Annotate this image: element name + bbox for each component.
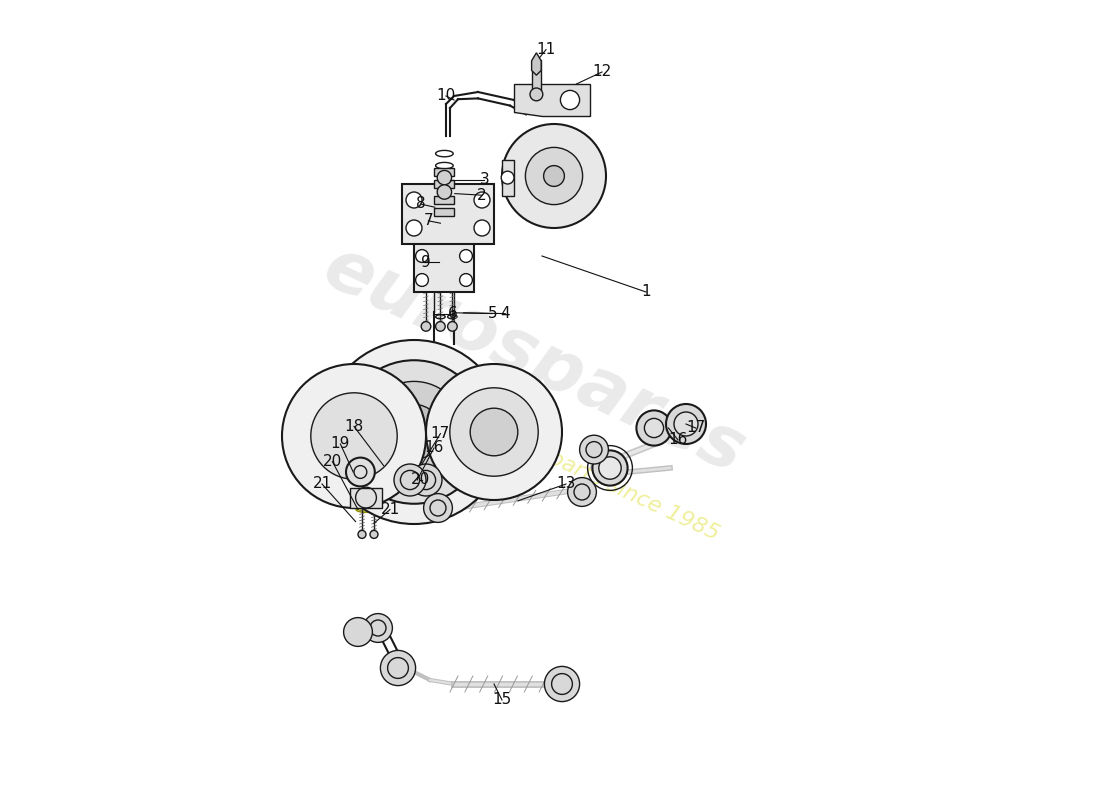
Polygon shape <box>531 53 541 75</box>
Text: 17: 17 <box>431 426 450 441</box>
Circle shape <box>363 382 464 482</box>
Bar <box>402 184 494 244</box>
Circle shape <box>460 250 472 262</box>
Text: 20: 20 <box>322 454 342 469</box>
Circle shape <box>543 166 564 186</box>
Polygon shape <box>502 160 514 196</box>
Circle shape <box>502 124 606 228</box>
Circle shape <box>381 650 416 686</box>
Circle shape <box>580 435 608 464</box>
Circle shape <box>645 418 663 438</box>
Circle shape <box>437 170 452 185</box>
Circle shape <box>322 340 506 524</box>
Circle shape <box>502 171 514 184</box>
Circle shape <box>311 393 397 479</box>
Circle shape <box>416 274 428 286</box>
Text: 9: 9 <box>421 255 431 270</box>
Text: 10: 10 <box>437 89 455 103</box>
Circle shape <box>637 410 672 446</box>
Circle shape <box>421 322 431 331</box>
Polygon shape <box>514 84 590 116</box>
Circle shape <box>474 192 490 208</box>
Text: 4: 4 <box>500 306 510 321</box>
Bar <box>350 488 382 508</box>
Circle shape <box>560 90 580 110</box>
Circle shape <box>448 322 458 331</box>
Bar <box>434 168 454 176</box>
Text: 2: 2 <box>477 188 487 202</box>
Circle shape <box>666 404 706 444</box>
Circle shape <box>530 88 542 101</box>
Text: 11: 11 <box>537 42 556 57</box>
Circle shape <box>544 666 580 702</box>
Circle shape <box>474 220 490 236</box>
Text: 21: 21 <box>312 477 331 491</box>
Circle shape <box>674 412 698 436</box>
Circle shape <box>406 220 422 236</box>
Circle shape <box>470 408 518 456</box>
Bar <box>531 60 541 92</box>
Text: 6: 6 <box>448 306 458 321</box>
Circle shape <box>424 494 452 522</box>
Text: 16: 16 <box>669 433 688 447</box>
Text: 17: 17 <box>686 421 705 435</box>
Text: 18: 18 <box>344 419 364 434</box>
Circle shape <box>394 464 426 496</box>
Text: 19: 19 <box>331 437 350 451</box>
Circle shape <box>437 185 452 199</box>
Circle shape <box>450 388 538 476</box>
Text: 3: 3 <box>480 173 490 187</box>
Text: 21: 21 <box>381 502 399 517</box>
Circle shape <box>364 614 393 642</box>
Text: eurospares: eurospares <box>312 232 756 488</box>
Text: 15: 15 <box>493 693 512 707</box>
Text: 1: 1 <box>641 285 651 299</box>
Bar <box>434 180 454 188</box>
Circle shape <box>370 530 378 538</box>
Circle shape <box>526 147 583 205</box>
Circle shape <box>343 618 373 646</box>
Circle shape <box>406 192 422 208</box>
Circle shape <box>416 250 428 262</box>
Circle shape <box>598 457 622 479</box>
Bar <box>434 196 454 204</box>
Ellipse shape <box>356 507 376 513</box>
Circle shape <box>568 478 596 506</box>
Text: 13: 13 <box>557 477 575 491</box>
Circle shape <box>282 364 426 508</box>
Circle shape <box>358 530 366 538</box>
Text: 8: 8 <box>416 197 426 211</box>
Circle shape <box>410 464 442 496</box>
Text: a passion for parts since 1985: a passion for parts since 1985 <box>409 384 723 544</box>
Circle shape <box>436 322 446 331</box>
Text: 20: 20 <box>410 473 430 487</box>
Circle shape <box>593 450 628 486</box>
Circle shape <box>460 274 472 286</box>
Ellipse shape <box>376 507 396 513</box>
Text: 12: 12 <box>593 65 612 79</box>
Bar <box>434 208 454 216</box>
Circle shape <box>346 458 375 486</box>
Text: 7: 7 <box>424 214 433 228</box>
Text: 5: 5 <box>487 306 497 321</box>
Bar <box>414 240 474 292</box>
Circle shape <box>386 404 441 459</box>
Circle shape <box>342 360 486 504</box>
Text: 16: 16 <box>425 441 443 455</box>
Circle shape <box>426 364 562 500</box>
